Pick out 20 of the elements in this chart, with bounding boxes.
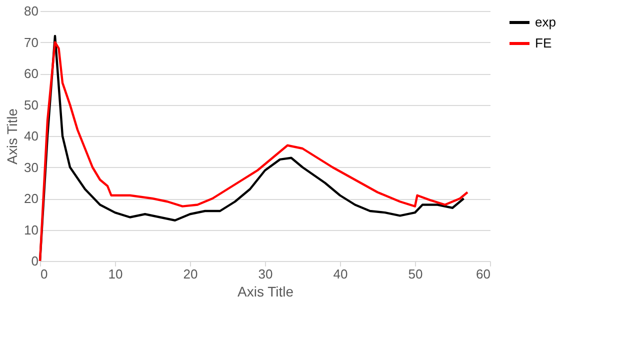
y-tick-label: 50	[24, 97, 38, 112]
x-axis-title: Axis Title	[237, 284, 294, 300]
y-tick-label: 30	[24, 160, 38, 175]
x-tick-label: 10	[108, 266, 123, 282]
y-tick-label: 20	[24, 191, 38, 206]
legend-label: exp	[535, 14, 556, 30]
x-tick-label: 40	[333, 266, 348, 282]
x-tick-label: 30	[258, 266, 273, 282]
x-tick-label: 50	[408, 266, 423, 282]
y-tick-label: 70	[24, 34, 38, 50]
y-tick-label: 10	[24, 222, 38, 238]
y-axis-title: Axis Title	[4, 108, 20, 165]
y-tick-label: 80	[24, 4, 38, 18]
y-tick-label: 60	[24, 66, 38, 81]
legend-label: FE	[535, 36, 552, 50]
x-tick-label: 60	[476, 266, 490, 282]
x-tick-label: 20	[183, 266, 198, 282]
x-tick-label: 0	[40, 266, 48, 282]
y-tick-label: 0	[31, 254, 38, 268]
y-tick-label: 40	[24, 128, 38, 144]
